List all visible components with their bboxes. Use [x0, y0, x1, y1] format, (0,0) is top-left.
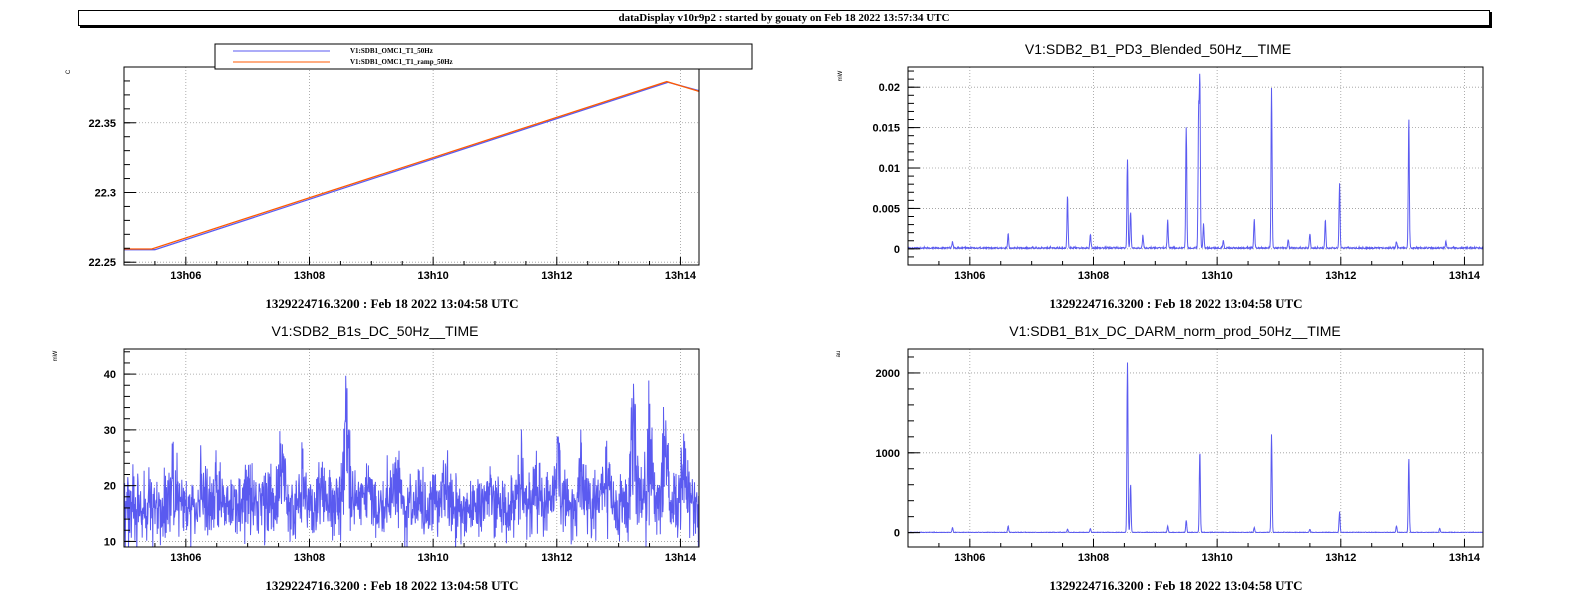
series-line	[908, 73, 1483, 251]
panel-omc1-temperature: 13h06 13h08 13h10 13h12 13h1422.2522.322.35 …	[66, 43, 753, 311]
chart-title: V1:SDB1_B1x_DC_DARM_norm_prod_50Hz__TIME	[1009, 323, 1340, 339]
chart-grid	[908, 349, 1483, 547]
x-tick-label: 13h06	[954, 552, 985, 564]
chart-series	[124, 80, 699, 251]
legend-entry: V1:SDB1_OMC1_T1_50Hz	[350, 47, 433, 55]
x-tick-label: 13h06	[170, 270, 201, 282]
chart-legend: V1:SDB1_OMC1_T1_50Hz V1:SDB1_OMC1_T1_ram…	[214, 43, 753, 70]
chart-grid	[908, 67, 1483, 265]
y-tick-label: 0.02	[879, 82, 900, 94]
y-tick-label: 10	[104, 536, 116, 548]
chart-ticks: 13h06 13h08 13h10 13h12 13h14 22.25 22.3 22.35	[88, 80, 697, 282]
chart-footer: 1329224716.3200 : Feb 18 2022 13:04:58 U…	[265, 296, 518, 311]
y-tick-label: 0.015	[872, 123, 900, 135]
x-tick-label: 13h08	[1078, 552, 1109, 564]
panel-pd3-blended: V1:SDB2_B1_PD3_Blended_50Hz__TIME 13h06 1…	[838, 41, 1484, 311]
x-tick-label: 13h06	[170, 552, 201, 564]
x-tick-label: 13h12	[541, 552, 572, 564]
chart-ticks: 13h06 13h08 13h10 13h12 13h14 0 0.005 0.01 0.015…	[872, 70, 1481, 282]
plot-frame	[907, 348, 1484, 548]
y-tick-label: 0	[894, 528, 900, 540]
series-line	[124, 375, 699, 547]
series-line	[124, 81, 699, 251]
x-tick-label: 13h12	[1325, 552, 1356, 564]
x-tick-label: 13h12	[541, 270, 572, 282]
x-tick-label: 13h14	[1449, 552, 1481, 564]
series-line	[124, 80, 699, 250]
chart-series	[908, 362, 1483, 534]
chart-ticks: 13h06 13h08 13h10 13h12 13h14 10 20 30 40	[104, 351, 697, 564]
x-tick-label: 13h08	[294, 552, 325, 564]
chart-footer: 1329224716.3200 : Feb 18 2022 13:04:58 U…	[1049, 296, 1302, 311]
y-tick-label: 22.35	[88, 118, 116, 130]
y-axis-unit: mW	[838, 70, 844, 81]
y-tick-label: 22.3	[95, 187, 116, 199]
legend-entry: V1:SDB1_OMC1_T1_ramp_50Hz	[350, 58, 453, 66]
plot-frame	[907, 66, 1484, 266]
y-tick-label: 0.01	[879, 163, 900, 175]
y-tick-label: 2000	[876, 368, 900, 380]
chart-title: V1:SDB2_B1_PD3_Blended_50Hz__TIME	[1025, 41, 1291, 57]
y-tick-label: 20	[104, 481, 116, 493]
y-tick-label: 0.005	[872, 203, 900, 215]
y-tick-label: 1000	[876, 448, 900, 460]
panel-b1x-darm: V1:SDB1_B1x_DC_DARM_norm_prod_50Hz__TIME…	[836, 323, 1484, 593]
x-tick-label: 13h10	[418, 552, 449, 564]
chart-footer: 1329224716.3200 : Feb 18 2022 13:04:58 U…	[265, 578, 518, 593]
panel-b1s-dc: V1:SDB2_B1s_DC_50Hz__TIME 13h06 13h08 13h1…	[53, 323, 700, 593]
x-tick-label: 13h10	[1202, 270, 1233, 282]
y-axis-unit: au	[836, 351, 842, 358]
y-tick-label: 30	[104, 425, 116, 437]
y-axis-unit: C	[66, 69, 72, 74]
y-axis-unit: mW	[53, 350, 59, 361]
x-tick-label: 13h06	[954, 270, 985, 282]
plot-frame	[123, 348, 700, 548]
chart-footer: 1329224716.3200 : Feb 18 2022 13:04:58 U…	[1049, 578, 1302, 593]
x-tick-label: 13h08	[1078, 270, 1109, 282]
chart-series	[124, 375, 699, 547]
x-tick-label: 13h10	[1202, 552, 1233, 564]
chart-ticks: 13h06 13h08 13h10 13h12 13h14 0 1000 2000	[876, 356, 1481, 564]
y-tick-label: 22.25	[88, 257, 116, 269]
y-tick-label: 0	[894, 244, 900, 256]
window-title: dataDisplay v10r9p2 : started by gouaty …	[78, 10, 1490, 26]
x-tick-label: 13h14	[1449, 270, 1481, 282]
chart-grid	[124, 67, 699, 265]
x-tick-label: 13h10	[418, 270, 449, 282]
x-tick-label: 13h08	[294, 270, 325, 282]
chart-title: V1:SDB2_B1s_DC_50Hz__TIME	[272, 323, 479, 339]
x-tick-label: 13h12	[1325, 270, 1356, 282]
chart-series	[908, 73, 1483, 251]
x-tick-label: 13h14	[665, 270, 697, 282]
series-line	[908, 362, 1483, 534]
y-tick-label: 40	[104, 369, 116, 381]
x-tick-label: 13h14	[665, 552, 697, 564]
